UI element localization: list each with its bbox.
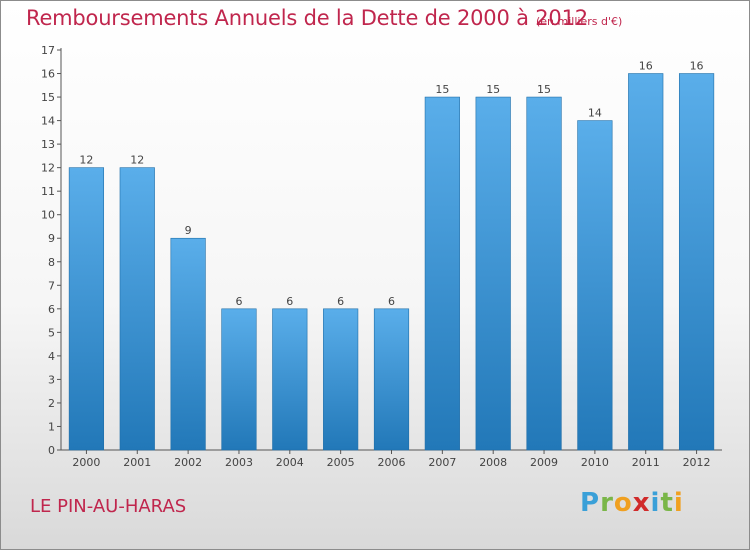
logo-letter: t: [660, 488, 674, 518]
x-tick-label-2005: 2005: [327, 456, 355, 469]
y-tick-label-15: 15: [41, 91, 55, 104]
bar-2011: [628, 73, 664, 451]
data-label-2003: 6: [235, 295, 242, 308]
bar-2004: [272, 308, 308, 451]
logo-letter: P: [580, 488, 601, 518]
y-tick-label-4: 4: [48, 350, 55, 363]
x-tick-label-2009: 2009: [530, 456, 558, 469]
x-tick-label-2007: 2007: [428, 456, 456, 469]
logo-letter: i: [673, 488, 684, 518]
data-label-2008: 15: [486, 83, 500, 96]
data-label-2009: 15: [537, 83, 551, 96]
chart-subtitle: (en milliers d'€): [536, 15, 623, 28]
y-tick-label-3: 3: [48, 373, 55, 386]
x-tick-label-2010: 2010: [581, 456, 609, 469]
y-tick-label-16: 16: [41, 68, 55, 81]
x-tick-label-2003: 2003: [225, 456, 253, 469]
y-tick-label-8: 8: [48, 256, 55, 269]
bar-2003: [221, 308, 257, 451]
bar-2010: [577, 120, 613, 451]
bar-2007: [424, 96, 460, 451]
data-label-2010: 14: [588, 107, 602, 120]
bar-2008: [475, 96, 511, 451]
y-tick-label-14: 14: [41, 115, 55, 128]
y-tick-label-10: 10: [41, 209, 55, 222]
x-tick-label-2001: 2001: [123, 456, 151, 469]
proxiti-logo: Proxiti: [580, 488, 684, 518]
logo-letter: r: [600, 488, 614, 518]
data-label-2001: 12: [130, 154, 144, 167]
data-label-2004: 6: [286, 295, 293, 308]
data-label-2000: 12: [79, 154, 93, 167]
chart-title: Remboursements Annuels de la Dette de 20…: [26, 6, 588, 30]
bar-2009: [526, 96, 562, 451]
data-label-2011: 16: [639, 60, 653, 73]
y-tick-label-7: 7: [48, 279, 55, 292]
y-tick-label-0: 0: [48, 444, 55, 457]
y-tick-label-6: 6: [48, 303, 55, 316]
x-tick-label-2012: 2012: [683, 456, 711, 469]
y-tick-label-12: 12: [41, 162, 55, 175]
x-tick-label-2000: 2000: [72, 456, 100, 469]
logo-letter: o: [613, 488, 633, 518]
y-tick-label-2: 2: [48, 397, 55, 410]
y-tick-label-5: 5: [48, 326, 55, 339]
bar-2005: [323, 308, 359, 451]
x-tick-label-2008: 2008: [479, 456, 507, 469]
x-tick-label-2006: 2006: [378, 456, 406, 469]
bar-2000: [68, 167, 105, 451]
logo-letter: x: [632, 488, 651, 518]
commune-name: LE PIN-AU-HARAS: [30, 496, 187, 517]
x-tick-label-2002: 2002: [174, 456, 202, 469]
bar-2002: [170, 237, 206, 451]
bar-2012: [678, 73, 715, 451]
y-tick-label-1: 1: [48, 420, 55, 433]
y-tick-label-11: 11: [41, 185, 55, 198]
data-label-2002: 9: [185, 224, 192, 237]
data-label-2012: 16: [690, 60, 704, 73]
x-tick-label-2004: 2004: [276, 456, 304, 469]
bar-2001: [119, 167, 155, 451]
y-tick-label-9: 9: [48, 232, 55, 245]
data-label-2005: 6: [337, 295, 344, 308]
bar-2006: [373, 308, 410, 451]
y-tick-label-13: 13: [41, 138, 55, 151]
data-label-2006: 6: [388, 295, 395, 308]
data-label-2007: 15: [435, 83, 449, 96]
y-tick-label-17: 17: [41, 44, 55, 57]
logo-letter: i: [650, 488, 661, 518]
x-tick-label-2011: 2011: [632, 456, 660, 469]
